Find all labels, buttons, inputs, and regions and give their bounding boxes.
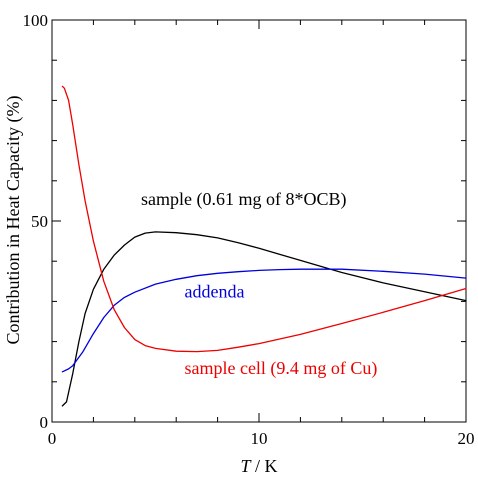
y-axis-label: Contribution in Heat Capacity (%) — [3, 96, 24, 345]
x-axis-unit: / K — [251, 456, 278, 476]
axis-ticks — [51, 19, 467, 423]
y-tick-label: 0 — [40, 413, 49, 432]
y-tick-label: 50 — [31, 212, 48, 231]
series-lines — [61, 85, 467, 407]
series-annotation-0: sample (0.61 mg of 8*OCB) — [141, 189, 346, 210]
x-axis-variable: T — [240, 456, 252, 476]
x-axis-label: T / K — [240, 456, 277, 476]
series-annotation-1: addenda — [184, 281, 244, 301]
series-line-2 — [61, 85, 467, 353]
x-tick-label: 10 — [251, 429, 268, 448]
x-tick-label: 0 — [48, 429, 57, 448]
x-tick-label: 20 — [458, 429, 475, 448]
series-annotation-2: sample cell (9.4 mg of Cu) — [184, 358, 377, 379]
series-line-0 — [61, 231, 467, 407]
tick-labels: 0 10 20 0 50 100 — [23, 11, 475, 448]
annotations: sample (0.61 mg of 8*OCB) addenda sample c… — [141, 189, 377, 379]
series-line-1 — [61, 268, 467, 373]
y-tick-label: 100 — [23, 11, 49, 30]
